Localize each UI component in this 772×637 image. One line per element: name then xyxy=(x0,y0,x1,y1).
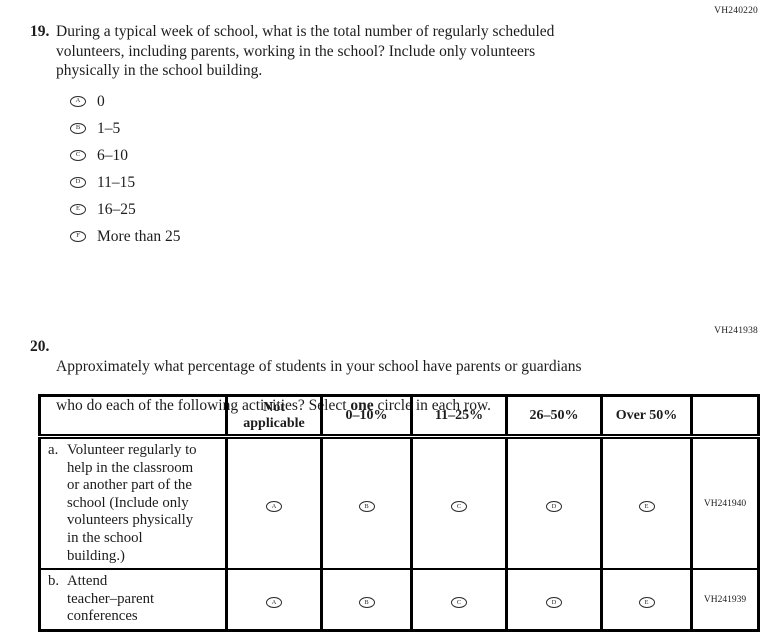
row-b-cell-not-applicable: A xyxy=(225,569,323,632)
row-a-oval-d-icon[interactable]: D xyxy=(546,501,562,513)
row-b-label-cell: b. Attend teacher–parent conferences xyxy=(38,569,228,632)
q19-option-b-label: 1–5 xyxy=(97,119,121,137)
q19-option-e-oval-icon[interactable]: E xyxy=(70,204,86,215)
row-b-oval-a-icon[interactable]: A xyxy=(266,597,282,609)
q19-option-e: E 16–25 xyxy=(70,196,181,223)
row-a-cell-0-10: B xyxy=(320,436,413,571)
row-b-cell-11-25: C xyxy=(410,569,508,632)
q19-option-d-oval-icon[interactable]: D xyxy=(70,177,86,188)
row-a-cell-not-applicable: A xyxy=(225,436,323,571)
question-20-number: 20. xyxy=(30,338,50,355)
q19-option-a: A 0 xyxy=(70,88,181,115)
header-not-applicable: Not applicable xyxy=(225,395,323,439)
row-b-oval-c-icon[interactable]: C xyxy=(451,597,467,609)
question-19-options: A 0 B 1–5 C 6–10 D 11–15 E 16–25 F More … xyxy=(70,88,181,250)
header-0-10: 0–10% xyxy=(320,395,413,439)
header-blank-cell xyxy=(38,395,228,439)
row-a-oval-b-icon[interactable]: B xyxy=(358,501,375,513)
q19-option-f-label: More than 25 xyxy=(97,227,181,245)
question-19: 19. During a typical week of school, wha… xyxy=(30,22,650,81)
q19-option-b-oval-icon[interactable]: B xyxy=(70,123,86,134)
q19-option-d: D 11–15 xyxy=(70,169,181,196)
row-b-cell-0-10: B xyxy=(320,569,413,632)
row-a-cell-26-50: D xyxy=(505,436,603,571)
header-11-25: 11–25% xyxy=(410,395,508,439)
header-over-50: Over 50% xyxy=(600,395,693,439)
question-20-text-line1: Approximately what percentage of student… xyxy=(56,357,582,375)
q19-option-a-oval-icon[interactable]: A xyxy=(70,96,86,107)
row-a-cell-over-50: E xyxy=(600,436,693,571)
q19-option-c-label: 6–10 xyxy=(97,146,128,164)
row-b-oval-d-icon[interactable]: D xyxy=(546,597,562,609)
row-a-label-cell: a. Volunteer regularly to help in the cl… xyxy=(38,436,228,571)
header-26-50: 26–50% xyxy=(505,395,603,439)
row-a-oval-c-icon[interactable]: C xyxy=(451,501,467,513)
q19-option-d-label: 11–15 xyxy=(97,173,136,191)
question-20-table: Not applicable 0–10% 11–25% 26–50% Over … xyxy=(38,394,760,632)
q19-option-c: C 6–10 xyxy=(70,142,181,169)
table-row-b: b. Attend teacher–parent conferences A B… xyxy=(38,569,760,632)
form-code-q19: VH240220 xyxy=(714,6,758,16)
row-b-form-code: VH241939 xyxy=(690,569,760,632)
form-code-q20: VH241938 xyxy=(714,326,758,336)
row-b-cell-26-50: D xyxy=(505,569,603,632)
row-a-oval-a-icon[interactable]: A xyxy=(266,501,282,513)
question-19-number: 19. xyxy=(30,23,50,40)
row-a-letter: a. xyxy=(48,442,59,458)
row-a-text: Volunteer regularly to help in the class… xyxy=(67,442,197,564)
row-a-oval-e-icon[interactable]: E xyxy=(638,501,655,513)
table-row-a: a. Volunteer regularly to help in the cl… xyxy=(38,436,760,571)
row-b-cell-over-50: E xyxy=(600,569,693,632)
table-header-row: Not applicable 0–10% 11–25% 26–50% Over … xyxy=(38,395,760,439)
row-a-form-code: VH241940 xyxy=(690,436,760,571)
question-19-text: During a typical week of school, what is… xyxy=(56,23,555,79)
row-a-cell-11-25: C xyxy=(410,436,508,571)
row-b-text: Attend teacher–parent conferences xyxy=(67,573,155,625)
row-b-letter: b. xyxy=(48,573,60,590)
q19-option-a-label: 0 xyxy=(97,92,105,110)
q19-option-e-label: 16–25 xyxy=(97,200,136,218)
row-b-oval-b-icon[interactable]: B xyxy=(358,597,375,609)
q19-option-b: B 1–5 xyxy=(70,115,181,142)
q19-option-c-oval-icon[interactable]: C xyxy=(70,150,86,161)
q19-option-f: F More than 25 xyxy=(70,223,181,250)
row-b-oval-e-icon[interactable]: E xyxy=(638,597,655,609)
q19-option-f-oval-icon[interactable]: F xyxy=(70,231,86,242)
header-code-cell xyxy=(690,395,760,439)
